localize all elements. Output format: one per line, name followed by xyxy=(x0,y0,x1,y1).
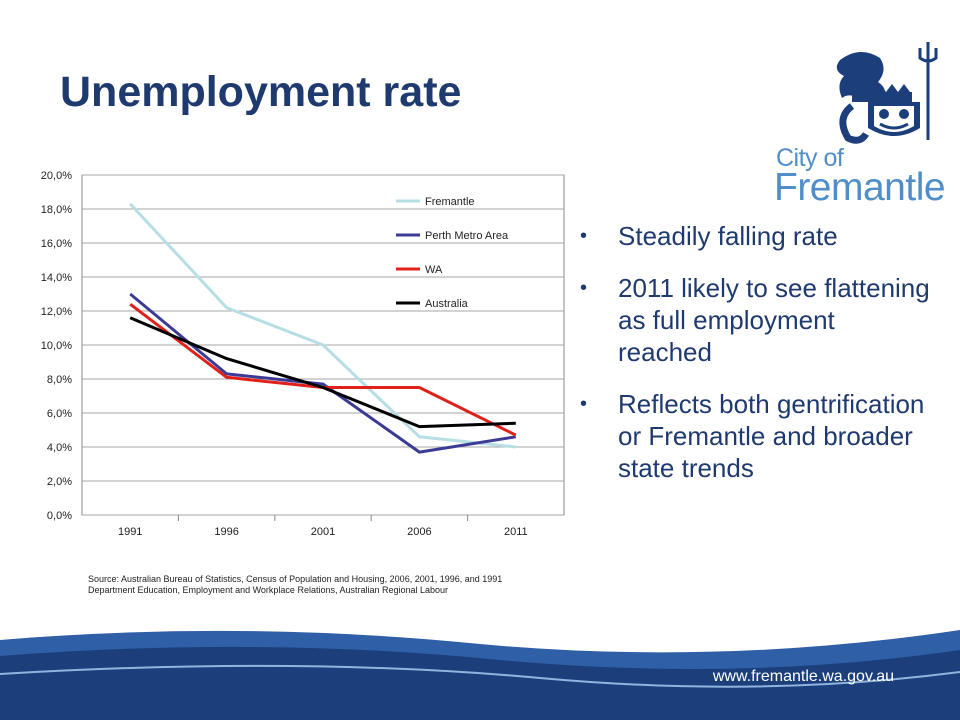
bullet-text: Steadily falling rate xyxy=(618,221,838,251)
y-tick-label: 10,0% xyxy=(41,340,72,352)
chart-legend: Fremantle Perth Metro Area WA Australia xyxy=(396,196,509,310)
bullet-dot-icon: • xyxy=(580,393,588,415)
y-tick-label: 12,0% xyxy=(41,306,72,318)
city-logo: City of Fremantle xyxy=(770,40,946,215)
y-tick-label: 20,0% xyxy=(41,170,72,182)
series-line-wa xyxy=(129,303,517,437)
x-axis-tick-labels: 1991 1996 2001 2006 2011 xyxy=(118,515,528,538)
legend-label: WA xyxy=(425,264,443,276)
bullet-item: • Reflects both gentrification or Fremant… xyxy=(580,388,930,484)
logo-name-text: Fremantle xyxy=(774,166,946,209)
footer-wave-banner xyxy=(0,630,960,720)
y-tick-label: 18,0% xyxy=(41,204,72,216)
y-tick-label: 16,0% xyxy=(41,238,72,250)
x-tick-label: 1996 xyxy=(214,526,238,538)
grid-lines xyxy=(82,174,564,516)
series-line-perth-metro-area xyxy=(129,292,517,454)
series-lines xyxy=(129,202,517,454)
y-tick-label: 4,0% xyxy=(47,442,72,454)
y-tick-label: 14,0% xyxy=(41,272,72,284)
series-line-australia xyxy=(129,316,516,429)
x-tick-label: 2006 xyxy=(407,526,431,538)
source-note: Source: Australian Bureau of Statistics,… xyxy=(88,574,548,596)
x-tick-label: 1991 xyxy=(118,526,142,538)
unemployment-line-chart: 0,0% 2,0% 4,0% 6,0% 8,0% 10,0% 12,0% 14,0% 16,0%… xyxy=(41,170,565,538)
bullet-dot-icon: • xyxy=(580,277,588,299)
legend-label: Fremantle xyxy=(425,196,475,208)
bullet-text: 2011 likely to see flattening as full em… xyxy=(618,273,930,367)
y-axis-tick-labels: 0,0% 2,0% 4,0% 6,0% 8,0% 10,0% 12,0% 14,0% 16,0%… xyxy=(41,170,72,522)
series-line-fremantle xyxy=(129,202,516,449)
x-tick-label: 2001 xyxy=(311,526,335,538)
legend-label: Perth Metro Area xyxy=(425,230,509,242)
logo-city-text: City of xyxy=(776,144,844,172)
source-line-1: Source: Australian Bureau of Statistics,… xyxy=(88,574,503,584)
city-crest-icon xyxy=(836,42,938,144)
bullet-item: • 2011 likely to see flattening as full … xyxy=(580,272,930,368)
bullet-text: Reflects both gentrification or Fremantl… xyxy=(618,389,925,483)
y-tick-label: 8,0% xyxy=(47,374,72,386)
bullet-list: • Steadily falling rate • 2011 likely to … xyxy=(580,220,930,504)
legend-label: Australia xyxy=(425,298,469,310)
y-tick-label: 0,0% xyxy=(47,510,72,522)
y-tick-label: 2,0% xyxy=(47,476,72,488)
y-tick-label: 6,0% xyxy=(47,408,72,420)
website-url[interactable]: www.fremantle.wa.gov.au xyxy=(712,668,894,685)
bullet-item: • Steadily falling rate xyxy=(580,220,930,252)
slide-title: Unemployment rate xyxy=(60,68,462,116)
source-line-2: Department Education, Employment and Wor… xyxy=(88,585,449,595)
x-tick-label: 2011 xyxy=(504,526,528,538)
bullet-dot-icon: • xyxy=(580,225,588,247)
